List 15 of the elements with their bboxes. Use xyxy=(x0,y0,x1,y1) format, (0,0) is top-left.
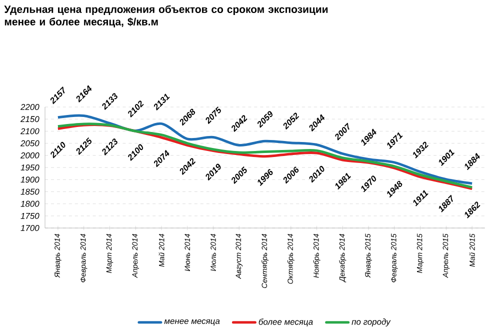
y-tick-label: 2200 xyxy=(20,104,40,110)
y-tick-label: 1850 xyxy=(20,188,40,195)
legend-label: более месяца xyxy=(258,318,313,326)
y-tick-label: 1750 xyxy=(20,212,40,219)
y-tick-label: 2150 xyxy=(20,116,40,122)
y-tick-label: 2000 xyxy=(20,152,40,158)
legend-label: по городу xyxy=(352,318,391,326)
legend-label: менее месяца xyxy=(164,319,220,326)
y-tick-label: 1950 xyxy=(20,164,40,170)
y-tick-label: 2100 xyxy=(20,128,40,134)
y-tick-label: 1800 xyxy=(20,200,40,207)
chart-title: Удельная цена предложения объектов со сроком экспозиции менее и более месяца, $/кв.м xyxy=(4,5,328,28)
y-tick-label: 2050 xyxy=(20,140,40,146)
y-tick-label: 1700 xyxy=(20,225,40,231)
y-tick-label: 1900 xyxy=(20,176,40,183)
